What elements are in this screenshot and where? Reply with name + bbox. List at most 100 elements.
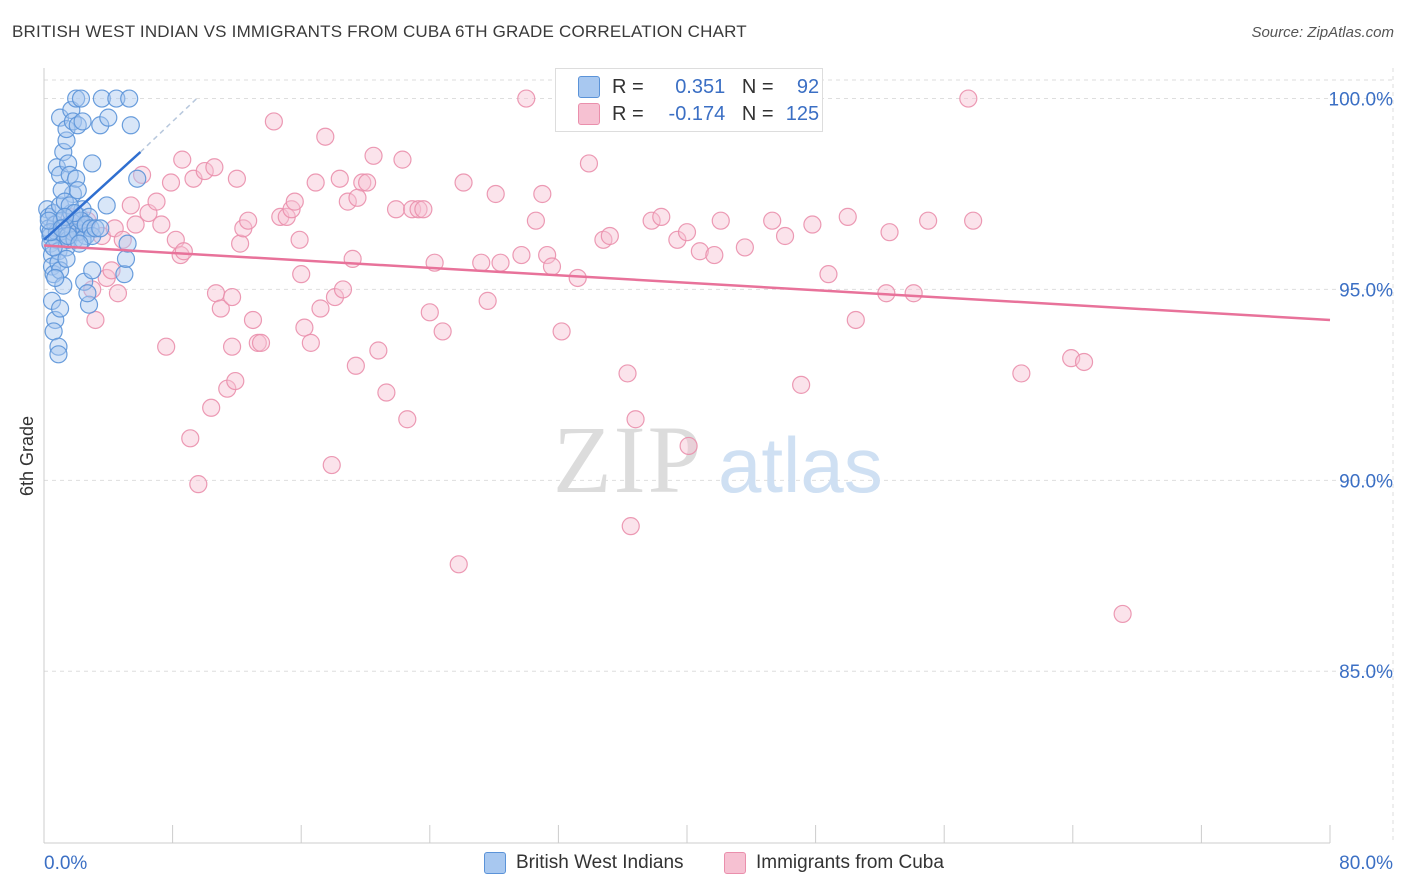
cuba-point bbox=[792, 375, 811, 394]
legend-n-value: 92 bbox=[796, 75, 820, 98]
cuba-point bbox=[618, 364, 637, 383]
cuba-point bbox=[316, 127, 335, 146]
cuba-point bbox=[491, 253, 510, 272]
legend-label: Immigrants from Cuba bbox=[756, 852, 944, 873]
cuba-point bbox=[626, 410, 645, 429]
cuba-point bbox=[86, 310, 105, 330]
cuba-point bbox=[1074, 352, 1094, 372]
cuba-point bbox=[348, 188, 367, 207]
cuba-point bbox=[330, 169, 349, 188]
cuba-point bbox=[579, 154, 599, 173]
cuba-point bbox=[803, 215, 822, 234]
series-legend: British West Indians Immigrants from Cub… bbox=[0, 852, 1406, 878]
british-west-indian-point bbox=[68, 181, 87, 200]
cuba-point bbox=[290, 230, 309, 249]
cuba-point bbox=[880, 223, 899, 242]
cuba-point bbox=[846, 310, 865, 330]
cuba-point bbox=[679, 436, 698, 456]
cuba-point bbox=[338, 192, 357, 211]
cuba-point bbox=[526, 211, 545, 230]
legend-r-value: 0.351 bbox=[675, 75, 726, 98]
cuba-point bbox=[161, 173, 181, 192]
legend-swatch-pink bbox=[724, 852, 746, 874]
cuba-point bbox=[195, 161, 214, 181]
cuba-point bbox=[919, 211, 938, 230]
trend-lines bbox=[43, 97, 1331, 322]
cuba-point bbox=[904, 284, 923, 303]
cuba-point bbox=[181, 429, 200, 448]
british-west-indian-point bbox=[67, 89, 86, 108]
british-west-indian-point bbox=[107, 89, 126, 108]
cuba-point bbox=[222, 287, 242, 307]
legend-item-immigrants-from-cuba: Immigrants from Cuba bbox=[724, 852, 944, 874]
cuba-point bbox=[677, 223, 697, 242]
cuba-point bbox=[251, 333, 271, 352]
cuba-point bbox=[1012, 364, 1031, 383]
british-west-indian-point bbox=[57, 119, 76, 139]
cuba-point bbox=[369, 341, 388, 360]
british-west-indian-point bbox=[67, 169, 86, 188]
cuba-point bbox=[472, 253, 491, 272]
legend-r-value: -0.174 bbox=[668, 102, 726, 125]
cuba-point bbox=[420, 303, 439, 322]
cuba-point bbox=[231, 234, 250, 253]
cuba-point bbox=[775, 226, 795, 246]
cuba-point bbox=[1113, 604, 1132, 624]
legend-label: British West Indians bbox=[516, 852, 684, 873]
british-west-indian-point bbox=[46, 268, 65, 288]
cuba-point bbox=[819, 265, 838, 284]
cuba-point bbox=[552, 322, 571, 341]
x-tick-label-max: 80.0% bbox=[1339, 853, 1393, 874]
legend-item-british-west-indians: British West Indians bbox=[484, 852, 684, 874]
british-west-indian-point bbox=[50, 299, 70, 318]
british-west-indian-point bbox=[92, 89, 111, 108]
cuba-point bbox=[449, 555, 468, 574]
cuba-point bbox=[301, 333, 320, 352]
british-west-indian-point bbox=[70, 234, 89, 253]
watermark-atlas: atlas bbox=[718, 421, 883, 509]
cuba-point bbox=[364, 146, 383, 165]
cuba-point bbox=[295, 318, 314, 337]
cuba-point bbox=[964, 211, 983, 230]
legend-swatch-pink bbox=[578, 103, 600, 125]
cuba-point bbox=[174, 242, 193, 261]
cuba-points bbox=[50, 89, 1132, 624]
cuba-point bbox=[959, 89, 978, 108]
cuba-point bbox=[409, 200, 428, 219]
cuba-point bbox=[478, 291, 497, 310]
cuba-point bbox=[735, 238, 754, 257]
cuba-point bbox=[126, 215, 145, 234]
cuba-point bbox=[512, 245, 531, 265]
british-west-indian-point bbox=[99, 108, 118, 127]
legend-n-label: N = bbox=[741, 75, 774, 98]
legend-n-label: N = bbox=[741, 102, 774, 125]
british-west-indian-point bbox=[116, 249, 136, 268]
cuba-point bbox=[333, 280, 353, 299]
cuba-point bbox=[433, 322, 452, 341]
british-west-indian-point bbox=[52, 181, 71, 200]
british-west-indian-point bbox=[57, 249, 76, 268]
axes bbox=[43, 68, 1331, 844]
cuba-point bbox=[377, 383, 396, 402]
cuba-point bbox=[311, 299, 330, 318]
cuba-point bbox=[205, 158, 224, 177]
cuba-point bbox=[414, 200, 433, 219]
legend-row-pink: R = -0.174 N = 125 bbox=[578, 101, 819, 127]
cuba-point bbox=[358, 173, 377, 192]
british-west-indian-point bbox=[97, 196, 116, 215]
british-west-indian-point bbox=[118, 234, 137, 253]
british-west-indian-point bbox=[44, 322, 63, 341]
cuba-point bbox=[211, 299, 230, 318]
cuba-point bbox=[517, 89, 536, 108]
cuba-trend-line bbox=[43, 244, 1331, 322]
british-west-indian-point bbox=[83, 154, 102, 173]
cuba-point bbox=[705, 245, 724, 265]
watermark-zip: ZIP bbox=[553, 406, 703, 513]
cuba-point bbox=[322, 455, 341, 475]
british-west-indian-point bbox=[86, 219, 105, 238]
cuba-point bbox=[157, 337, 176, 356]
cuba-point bbox=[642, 211, 661, 230]
cuba-point bbox=[538, 245, 557, 265]
cuba-point bbox=[173, 150, 192, 169]
